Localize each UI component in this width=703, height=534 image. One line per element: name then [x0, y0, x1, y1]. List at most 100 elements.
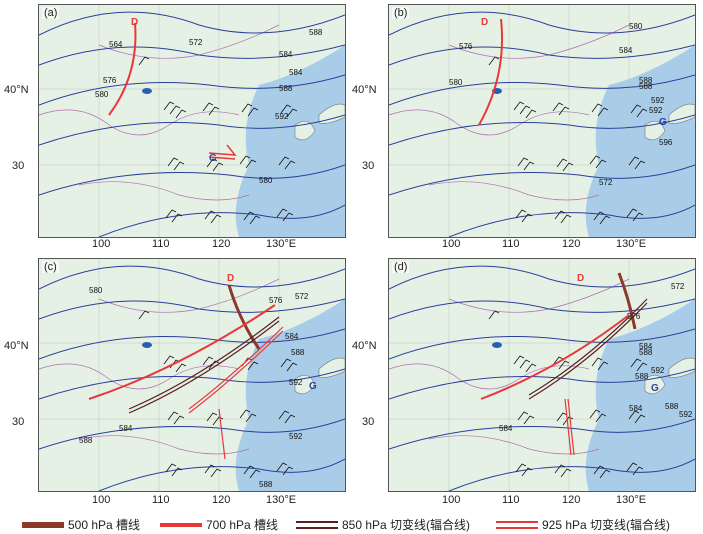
contour-label-c-7: 588 — [79, 436, 93, 445]
y-tick-40n-d: 40°N — [352, 340, 377, 352]
map-graphic-b: 576 580 584 588 592 596 572 580 588 592 D G — [389, 5, 695, 237]
legend-label-925hpa: 925 hPa 切变线(辐合线) — [542, 518, 671, 532]
x-tick-110-c: 110 — [152, 494, 170, 506]
legend: 500 hPa 槽线 700 hPa 槽线 850 hPa 切变线(辐合线) 9… — [0, 512, 703, 534]
wind-barb-a-25 — [163, 101, 175, 111]
contour-label-b-6: 572 — [599, 178, 613, 187]
wind-barb-a-19 — [241, 103, 253, 113]
wind-barb-a-13 — [169, 105, 181, 115]
contour-label-d-0: 584 — [499, 424, 513, 433]
wind-barb-a-12 — [282, 212, 294, 222]
legend-swatch-500hpa — [22, 520, 64, 530]
trough-500-c — [227, 284, 261, 350]
wind-barb-d-17 — [517, 411, 529, 421]
x-tick-110-a: 110 — [152, 238, 170, 250]
contour-a-1 — [39, 44, 345, 66]
wind-barb-c-20 — [278, 410, 290, 420]
contour-label-c-2: 572 — [295, 292, 309, 301]
contour-label-a-5: 588 — [279, 84, 293, 93]
contour-label-c-4: 588 — [291, 348, 305, 357]
high-label-d: G — [651, 383, 659, 394]
japan-c — [318, 357, 345, 378]
contour-c-0 — [39, 265, 345, 290]
wind-barb-d-18 — [554, 464, 566, 474]
shear-925-c — [188, 326, 284, 460]
y-tick-40n-c: 40°N — [4, 340, 29, 352]
contour-a-2 — [39, 74, 345, 106]
wind-barb-b-17 — [517, 157, 529, 167]
wind-barb-d-3 — [599, 469, 611, 479]
wind-barb-b-2 — [562, 162, 574, 172]
panel-label-b: (b) — [392, 7, 410, 19]
wind-barb-d-24 — [626, 462, 638, 472]
wind-barb-a-14 — [206, 158, 218, 168]
wind-barb-c-22 — [202, 356, 214, 366]
contour-a-5 — [98, 204, 345, 237]
wind-barb-a-4 — [286, 108, 298, 118]
low-label-d: D — [577, 273, 584, 284]
y-tick-40n-b: 40°N — [352, 84, 377, 96]
wind-barb-a-2 — [212, 162, 224, 172]
wind-barb-c-7 — [247, 361, 259, 371]
shear-850-c — [128, 316, 280, 414]
wind-barb-d-4 — [636, 362, 648, 372]
wind-barb-b-5 — [523, 161, 535, 171]
contour-label-b-9: 592 — [651, 96, 665, 105]
wind-barb-b-14 — [556, 158, 568, 168]
map-panel-d: 584 576 572 584 588 592 588 584 588 592 D G (d) — [388, 258, 696, 492]
wind-barb-b-25 — [513, 101, 525, 111]
wind-barb-d-5 — [523, 415, 535, 425]
contour-label-c-0: 580 — [89, 286, 103, 295]
wind-barb-d-8 — [634, 414, 646, 424]
legend-item-925hpa: 925 hPa 切变线(辐合线) — [496, 516, 670, 533]
wind-barb-c-8 — [284, 414, 296, 424]
contour-label-c-8: 592 — [289, 432, 303, 441]
contour-b-3 — [389, 114, 695, 146]
boundary-b-1 — [389, 109, 590, 136]
wind-barb-d-1 — [525, 363, 537, 373]
contour-label-b-2: 584 — [619, 46, 633, 55]
wind-barb-c-18 — [204, 464, 216, 474]
wind-barb-c-15 — [243, 465, 255, 475]
island-d — [644, 374, 666, 395]
wind-barb-b-4 — [636, 108, 648, 118]
legend-swatch-925hpa — [496, 520, 538, 530]
wind-barb-c-6 — [210, 468, 222, 478]
wind-barb-b-11 — [595, 159, 607, 169]
wind-barb-c-11 — [245, 413, 257, 423]
sea-c — [235, 299, 345, 491]
legend-swatch-700hpa — [160, 520, 202, 530]
contour-label-c-5: 592 — [289, 378, 303, 387]
wind-barb-b-9 — [521, 213, 533, 223]
wind-barb-d-2 — [562, 416, 574, 426]
contour-label-a-9: 588 — [309, 28, 323, 37]
contour-b-1 — [389, 44, 695, 66]
wind-barb-a-18 — [204, 210, 216, 220]
legend-item-700hpa: 700 hPa 槽线 — [160, 516, 278, 533]
panel-label-d: (d) — [392, 261, 410, 273]
wind-barb-d-15 — [593, 465, 605, 475]
contour-b-0 — [389, 11, 695, 36]
contour-label-b-4: 592 — [649, 106, 663, 115]
wind-barb-c-23 — [239, 409, 251, 419]
wind-barb-b-19 — [591, 103, 603, 113]
boundary-a-3 — [78, 181, 250, 201]
wind-barb-d-10 — [558, 360, 570, 370]
y-tick-30-d: 30 — [362, 416, 375, 428]
contour-c-3 — [39, 368, 345, 400]
wind-barb-a-0 — [138, 56, 150, 66]
map-panel-a: 564 572 576 580 584 588 592 580 584 588 D G (a) — [38, 4, 346, 238]
wind-barb-b-13 — [519, 105, 531, 115]
y-tick-30-b: 30 — [362, 160, 375, 172]
wind-barb-b-1 — [525, 109, 537, 119]
contour-d-5 — [448, 458, 695, 491]
lake-d — [492, 342, 502, 348]
wind-barb-c-17 — [167, 411, 179, 421]
shear-925-a — [208, 144, 237, 160]
legend-item-500hpa: 500 hPa 槽线 — [22, 516, 140, 533]
japan-d — [668, 357, 695, 378]
contour-label-d-4: 588 — [635, 372, 649, 381]
legend-label-500hpa: 500 hPa 槽线 — [68, 518, 141, 532]
wind-barb-c-0 — [138, 310, 150, 320]
wind-barb-b-3 — [599, 215, 611, 225]
